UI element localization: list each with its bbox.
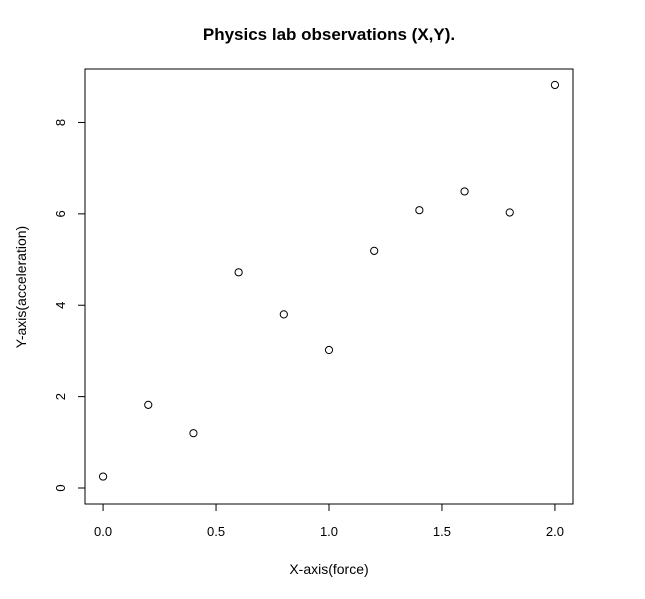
data-point (415, 206, 424, 215)
y-axis-label: Y-axis(acceleration) (13, 226, 29, 348)
x-tick-label: 1.5 (433, 524, 451, 539)
y-axis: 0 2 4 6 8 (53, 119, 86, 492)
y-tick-label: 8 (53, 119, 68, 126)
y-tick-label: 6 (53, 210, 68, 217)
data-point (189, 429, 198, 438)
data-point (324, 345, 334, 355)
y-tick-label: 4 (53, 302, 68, 309)
y-tick-label: 2 (53, 393, 68, 400)
data-point (279, 310, 288, 319)
x-tick-label: 0.5 (207, 524, 225, 539)
data-points (98, 80, 560, 481)
x-axis-label: X-axis(force) (289, 561, 368, 577)
x-tick-label: 2.0 (546, 524, 564, 539)
x-axis: 0.0 0.5 1.0 1.5 2.0 (94, 503, 564, 539)
data-point (505, 208, 514, 217)
data-point (370, 246, 379, 255)
y-tick-label: 0 (53, 484, 68, 491)
data-point (460, 187, 469, 196)
data-point (144, 400, 153, 409)
data-point (234, 268, 243, 277)
x-tick-label: 0.0 (94, 524, 112, 539)
data-point (550, 80, 560, 90)
plot-frame (84, 68, 574, 505)
x-tick-label: 1.0 (320, 524, 338, 539)
chart-title: Physics lab observations (X,Y). (203, 25, 455, 44)
data-point (98, 472, 108, 481)
